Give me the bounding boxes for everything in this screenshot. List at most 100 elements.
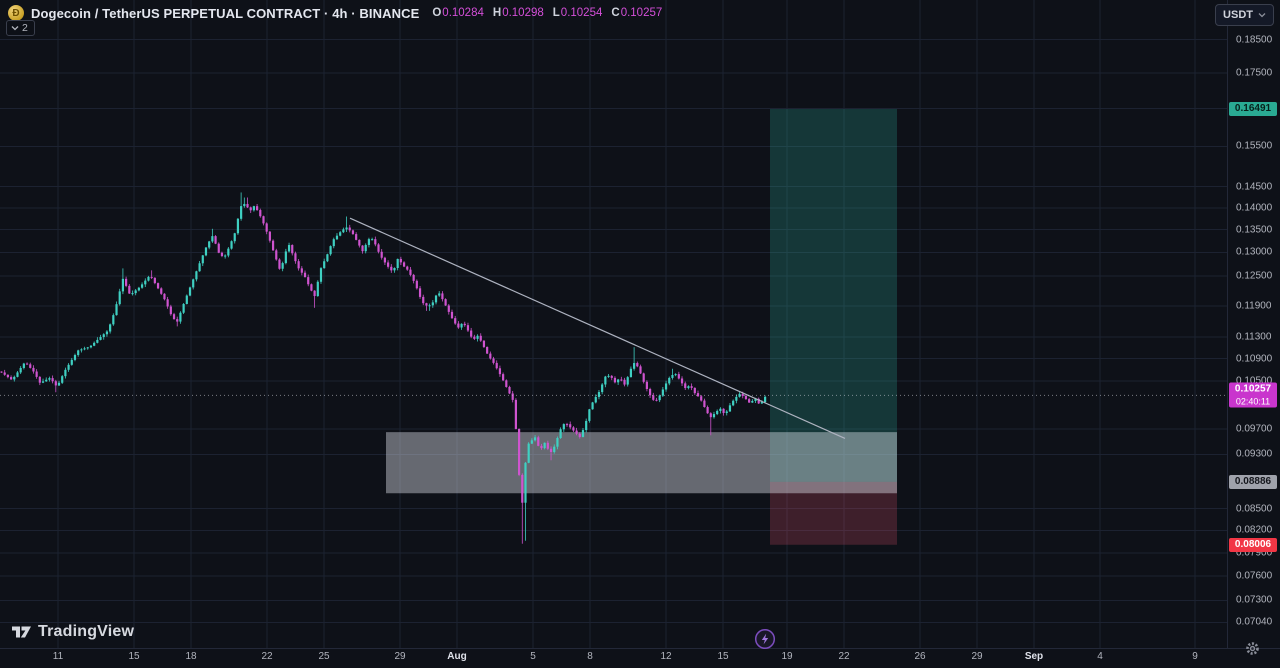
- candle-body: [86, 347, 89, 349]
- candle-body: [422, 296, 425, 304]
- candle-body: [271, 240, 275, 251]
- candle-body: [402, 262, 406, 267]
- candle-body: [364, 244, 367, 252]
- candle-body: [597, 392, 601, 397]
- candle-body: [457, 323, 460, 328]
- candle-body: [645, 381, 648, 389]
- candle-body: [674, 374, 677, 376]
- candle-body: [89, 345, 93, 348]
- candle-body: [712, 414, 716, 418]
- candle-body: [498, 368, 502, 375]
- candle-body: [185, 295, 188, 304]
- candle-body: [0, 371, 3, 373]
- candle-body: [716, 410, 719, 415]
- candle-body: [259, 210, 262, 217]
- candle-body: [220, 252, 224, 256]
- high-label: H: [492, 7, 502, 19]
- candle-body: [431, 302, 434, 306]
- candle-body: [639, 366, 642, 374]
- candle-body: [287, 245, 291, 252]
- currency-selector-button[interactable]: USDT: [1215, 4, 1274, 26]
- candle-body: [32, 367, 35, 372]
- time-tick-label: 8: [587, 651, 593, 662]
- candle-body: [706, 407, 709, 414]
- candle-body: [121, 278, 125, 292]
- candle-body: [67, 364, 70, 370]
- close-label: C: [611, 7, 620, 19]
- candle-body: [166, 299, 169, 307]
- candle-body: [125, 278, 128, 286]
- candle-body: [144, 280, 147, 285]
- candle-body: [326, 254, 329, 262]
- candle-body: [585, 420, 588, 431]
- time-axis[interactable]: 11 15 18 22 25 29 Aug 5 8 12 15 19 22 26 29 Sep 4 9: [0, 648, 1280, 668]
- candle-body: [524, 462, 527, 503]
- candle-body: [652, 395, 655, 400]
- currency-label: USDT: [1223, 9, 1253, 21]
- candle-body: [533, 437, 537, 441]
- candle-body: [172, 314, 176, 320]
- candle-body: [319, 268, 323, 282]
- candle-body: [153, 277, 156, 284]
- time-tick-label: 4: [1097, 651, 1103, 662]
- chevron-down-icon: [11, 26, 19, 31]
- time-tick-label: 22: [838, 651, 850, 662]
- candle-body: [700, 396, 703, 401]
- tradingview-logo[interactable]: TradingView: [12, 623, 134, 641]
- candle-body: [620, 379, 623, 381]
- candle-body: [281, 263, 284, 269]
- candle-body: [511, 393, 514, 400]
- candle-body: [629, 368, 633, 378]
- candle-body: [112, 315, 115, 325]
- candle-body: [150, 276, 153, 278]
- object-tree-collapse-badge[interactable]: 2: [6, 20, 35, 36]
- candle-body: [764, 396, 767, 403]
- candle-body: [137, 287, 140, 291]
- candle-body: [307, 277, 310, 285]
- candle-body: [725, 411, 728, 413]
- candle-body: [41, 381, 45, 383]
- candle-body: [348, 227, 351, 231]
- candle-body: [508, 386, 511, 394]
- candle-body: [553, 446, 556, 453]
- candle-body: [572, 427, 575, 431]
- candle-body: [601, 384, 604, 393]
- candle-body: [160, 288, 163, 294]
- candle-body: [399, 258, 402, 263]
- symbol-header: Ð Dogecoin / TetherUS PERPETUAL CONTRACT…: [8, 5, 662, 21]
- candle-body: [192, 279, 195, 288]
- candle-body: [722, 408, 725, 413]
- candle-body: [303, 272, 307, 278]
- candle-body: [476, 335, 479, 339]
- lightning-button[interactable]: [754, 628, 776, 650]
- candle-body: [617, 379, 620, 383]
- candle-body: [460, 323, 463, 328]
- axis-settings-gear-icon[interactable]: [1245, 641, 1260, 661]
- candle-body: [204, 247, 208, 256]
- long-position-stop-zone[interactable]: [770, 481, 897, 545]
- candle-body: [45, 379, 48, 382]
- candle-body: [661, 389, 664, 396]
- candle-body: [176, 319, 179, 322]
- candle-body: [214, 236, 217, 244]
- candle-body: [335, 235, 339, 240]
- candle-body: [393, 268, 396, 271]
- candle-body: [505, 380, 508, 387]
- candle-body: [441, 293, 444, 300]
- candle-body: [412, 274, 415, 281]
- chevron-down-icon: [1258, 13, 1266, 18]
- candle-body: [575, 430, 578, 434]
- candle-body: [489, 353, 492, 359]
- candle-body: [355, 234, 358, 240]
- support-zone-rectangle[interactable]: [386, 432, 897, 494]
- symbol-title[interactable]: Dogecoin / TetherUS PERPETUAL CONTRACT ·…: [31, 5, 420, 21]
- candle-body: [543, 442, 546, 449]
- collapsed-count: 2: [22, 22, 28, 34]
- descending-trendline[interactable]: [349, 217, 846, 439]
- long-position-profit-zone[interactable]: [770, 109, 897, 482]
- candle-body: [751, 400, 754, 403]
- candle-body: [696, 393, 700, 397]
- time-tick-label: 18: [185, 651, 197, 662]
- candle-body: [396, 258, 399, 269]
